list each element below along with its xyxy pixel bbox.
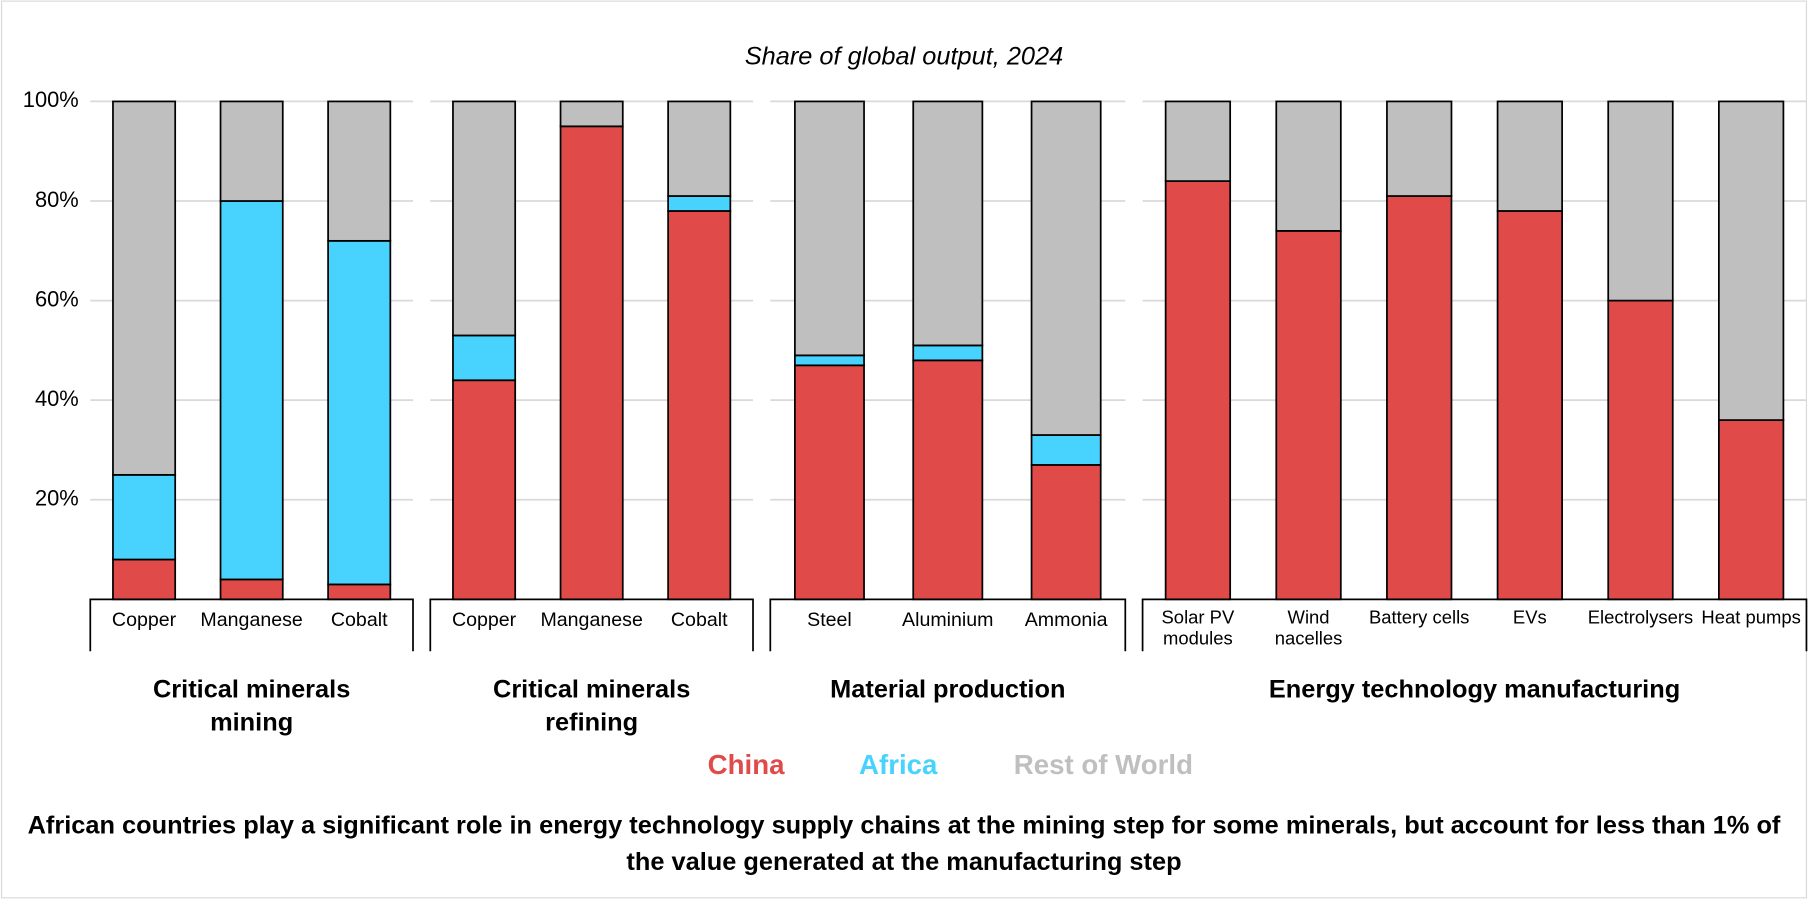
bar-segment [1164, 100, 1232, 182]
x-tick-label: Steel [807, 608, 852, 631]
group-label-box: Critical minerals mining [152, 674, 351, 737]
y-tick-label: 60% [35, 286, 79, 311]
bar-segment [112, 100, 177, 476]
x-tick-label-box: Manganese [200, 608, 303, 631]
x-tick-label: Copper [451, 608, 517, 631]
bar-segment [1275, 100, 1342, 232]
bar-segment [112, 558, 177, 601]
x-tick-label-box: Copper [451, 608, 517, 631]
bar-segment [327, 239, 392, 586]
y-tick-label: 100% [23, 87, 79, 112]
x-tick-label-box: Wind nacelles [1274, 608, 1343, 649]
bar-segment [1386, 100, 1453, 197]
bar-segment [219, 100, 284, 202]
bar-segment [667, 210, 732, 601]
x-tick-label: Cobalt [670, 608, 728, 631]
bar-segment [452, 100, 517, 337]
x-tick-label: Manganese [200, 608, 303, 631]
x-tick-label-box: Manganese [540, 608, 643, 631]
bar-segment [1496, 210, 1563, 601]
group-bracket [1141, 598, 1808, 652]
y-tick-label: 20% [35, 486, 79, 511]
bar-segment [1164, 180, 1232, 601]
x-tick-label: Wind nacelles [1274, 608, 1343, 649]
group-label-box: Material production [830, 674, 1066, 704]
x-tick-label-box: Copper [111, 608, 177, 631]
caption: African countries play a significant rol… [27, 810, 1781, 876]
legend-label: China [708, 749, 785, 780]
bar-segment [912, 359, 984, 601]
bar-segment [452, 379, 517, 601]
x-tick-label-box: Ammonia [1024, 608, 1108, 631]
x-tick-label: Battery cells [1368, 608, 1470, 629]
x-tick-label: Copper [111, 608, 177, 631]
x-tick-label-box: EVs [1512, 608, 1547, 629]
group-label: Material production [830, 674, 1066, 704]
bar-segment [667, 195, 732, 212]
x-tick-label: Manganese [540, 608, 643, 631]
x-tick-label: Electrolysers [1588, 608, 1693, 629]
group-bracket [89, 598, 414, 652]
bar-segment [327, 100, 392, 242]
bar-segment [794, 364, 865, 601]
x-tick-label-box: Electrolysers [1588, 608, 1693, 629]
group-label-box: Energy technology manufacturing [1268, 674, 1681, 704]
x-tick-label: Cobalt [330, 608, 388, 631]
bar-segment [327, 583, 392, 601]
x-tick-label-box: Battery cells [1368, 608, 1470, 629]
x-tick-label-box: Heat pumps [1701, 608, 1801, 629]
group-label-box: Critical minerals refining [493, 674, 691, 737]
legend-label: Rest of World [1014, 749, 1193, 780]
x-tick-label-box: Cobalt [670, 608, 728, 631]
bar-segment [667, 100, 732, 197]
bar-segment [912, 344, 984, 362]
x-tick-label: EVs [1512, 608, 1547, 629]
group-bracket [429, 598, 754, 652]
bar-segment [1030, 464, 1102, 601]
bar-segment [559, 100, 624, 128]
group-label: Critical minerals refining [493, 674, 691, 737]
bar-segment [1717, 419, 1785, 601]
bar-segment [1386, 195, 1453, 601]
x-tick-label-box: Steel [807, 608, 852, 631]
legend-label: Africa [859, 749, 938, 780]
bar-segment [559, 125, 624, 601]
bar-segment [1607, 100, 1674, 302]
x-tick-label: Ammonia [1024, 608, 1108, 631]
bar-segment [1496, 100, 1563, 212]
bar-segment [1275, 230, 1342, 601]
caption-box: African countries play a significant rol… [27, 810, 1781, 876]
bar-segment [912, 100, 984, 347]
x-tick-label-box: Solar PV modules [1161, 608, 1235, 649]
bar-segment [794, 100, 865, 357]
y-tick-label: 40% [35, 386, 79, 411]
x-tick-label: Heat pumps [1701, 608, 1801, 629]
bar-segment [112, 473, 177, 561]
group-label: Critical minerals mining [152, 674, 351, 737]
y-tick-label: 80% [35, 187, 79, 212]
x-tick-label-box: Aluminium [902, 608, 994, 631]
chart-title: Share of global output, 2024 [745, 42, 1063, 70]
bar-segment [1030, 434, 1102, 466]
bar-segment [1607, 299, 1674, 601]
x-tick-label: Solar PV modules [1161, 608, 1235, 649]
bar-segment [1717, 100, 1785, 421]
x-tick-label: Aluminium [902, 608, 994, 631]
bar-segment [794, 354, 865, 367]
group-bracket [769, 598, 1127, 652]
x-tick-label-box: Cobalt [330, 608, 388, 631]
bar-segment [452, 334, 517, 382]
bar-segment [219, 200, 284, 581]
group-label: Energy technology manufacturing [1268, 674, 1681, 704]
bar-segment [219, 578, 284, 601]
bar-segment [1030, 100, 1102, 436]
